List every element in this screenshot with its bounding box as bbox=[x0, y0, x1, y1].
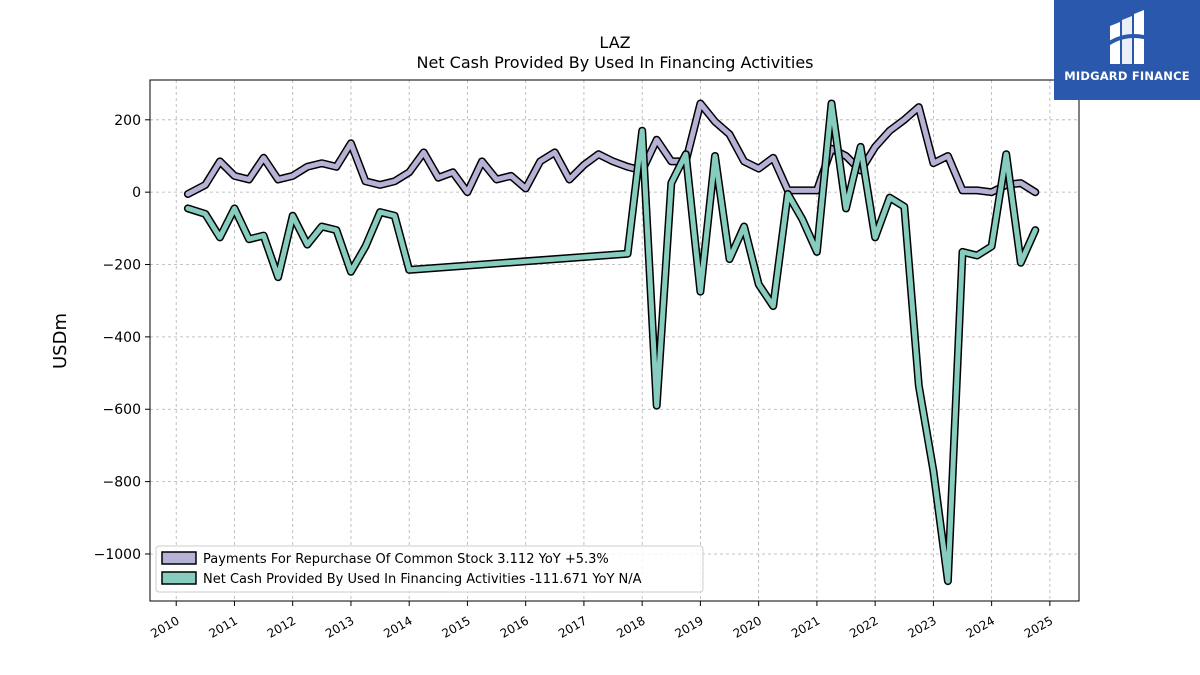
y-tick-label: −1000 bbox=[94, 547, 141, 563]
x-tick-label: 2016 bbox=[498, 613, 531, 640]
y-tick-label: −600 bbox=[103, 402, 141, 418]
x-tick-label: 2010 bbox=[148, 613, 181, 640]
x-tick-label: 2019 bbox=[672, 613, 705, 640]
x-tick-label: 2020 bbox=[731, 613, 764, 640]
logo-mark-icon bbox=[1106, 10, 1149, 64]
legend-swatch bbox=[161, 551, 197, 565]
x-axis: 2010 2011 2012 2013 2014 2015 2016 2017 2018 2019… bbox=[148, 601, 1055, 641]
chart-subtitle: Net Cash Provided By Used In Financing A… bbox=[416, 53, 813, 72]
series-1-outline bbox=[183, 99, 1040, 586]
series-0-line bbox=[185, 101, 1038, 197]
logo-text: MIDGARD FINANCE bbox=[1064, 69, 1190, 83]
x-tick-label: 2012 bbox=[265, 613, 298, 640]
x-tick-label: 2022 bbox=[847, 613, 880, 640]
legend-label: Payments For Repurchase Of Common Stock … bbox=[203, 552, 609, 567]
legend-swatch bbox=[161, 571, 197, 585]
y-tick-label: 0 bbox=[132, 185, 141, 201]
y-tick-label: −400 bbox=[103, 330, 141, 346]
x-tick-label: 2011 bbox=[207, 613, 240, 640]
x-tick-label: 2021 bbox=[789, 613, 822, 640]
brand-logo: MIDGARD FINANCE bbox=[1054, 0, 1200, 100]
x-tick-label: 2024 bbox=[964, 613, 997, 640]
series-lines bbox=[183, 99, 1040, 586]
y-tick-label: 200 bbox=[114, 113, 141, 129]
x-tick-label: 2023 bbox=[905, 613, 938, 640]
x-tick-label: 2018 bbox=[614, 613, 647, 640]
y-tick-label: −800 bbox=[103, 475, 141, 491]
x-tick-label: 2017 bbox=[556, 613, 589, 640]
y-axis: 200 0 −200 −400 −600 −800 −1000 bbox=[94, 113, 150, 563]
y-tick-label: −200 bbox=[103, 258, 141, 274]
legend-label: Net Cash Provided By Used In Financing A… bbox=[203, 572, 642, 587]
x-tick-label: 2025 bbox=[1022, 613, 1055, 640]
grid bbox=[150, 80, 1079, 601]
legend-box bbox=[155, 545, 704, 593]
legend: Payments For Repurchase Of Common Stock … bbox=[155, 545, 704, 593]
series-1-line bbox=[185, 101, 1038, 584]
x-tick-label: 2015 bbox=[439, 613, 472, 640]
chart-title: LAZ bbox=[599, 33, 630, 52]
x-tick-label: 2014 bbox=[381, 613, 414, 640]
plot-frame bbox=[149, 79, 1080, 602]
y-axis-label: USDm bbox=[50, 313, 71, 369]
x-tick-label: 2013 bbox=[323, 613, 356, 640]
